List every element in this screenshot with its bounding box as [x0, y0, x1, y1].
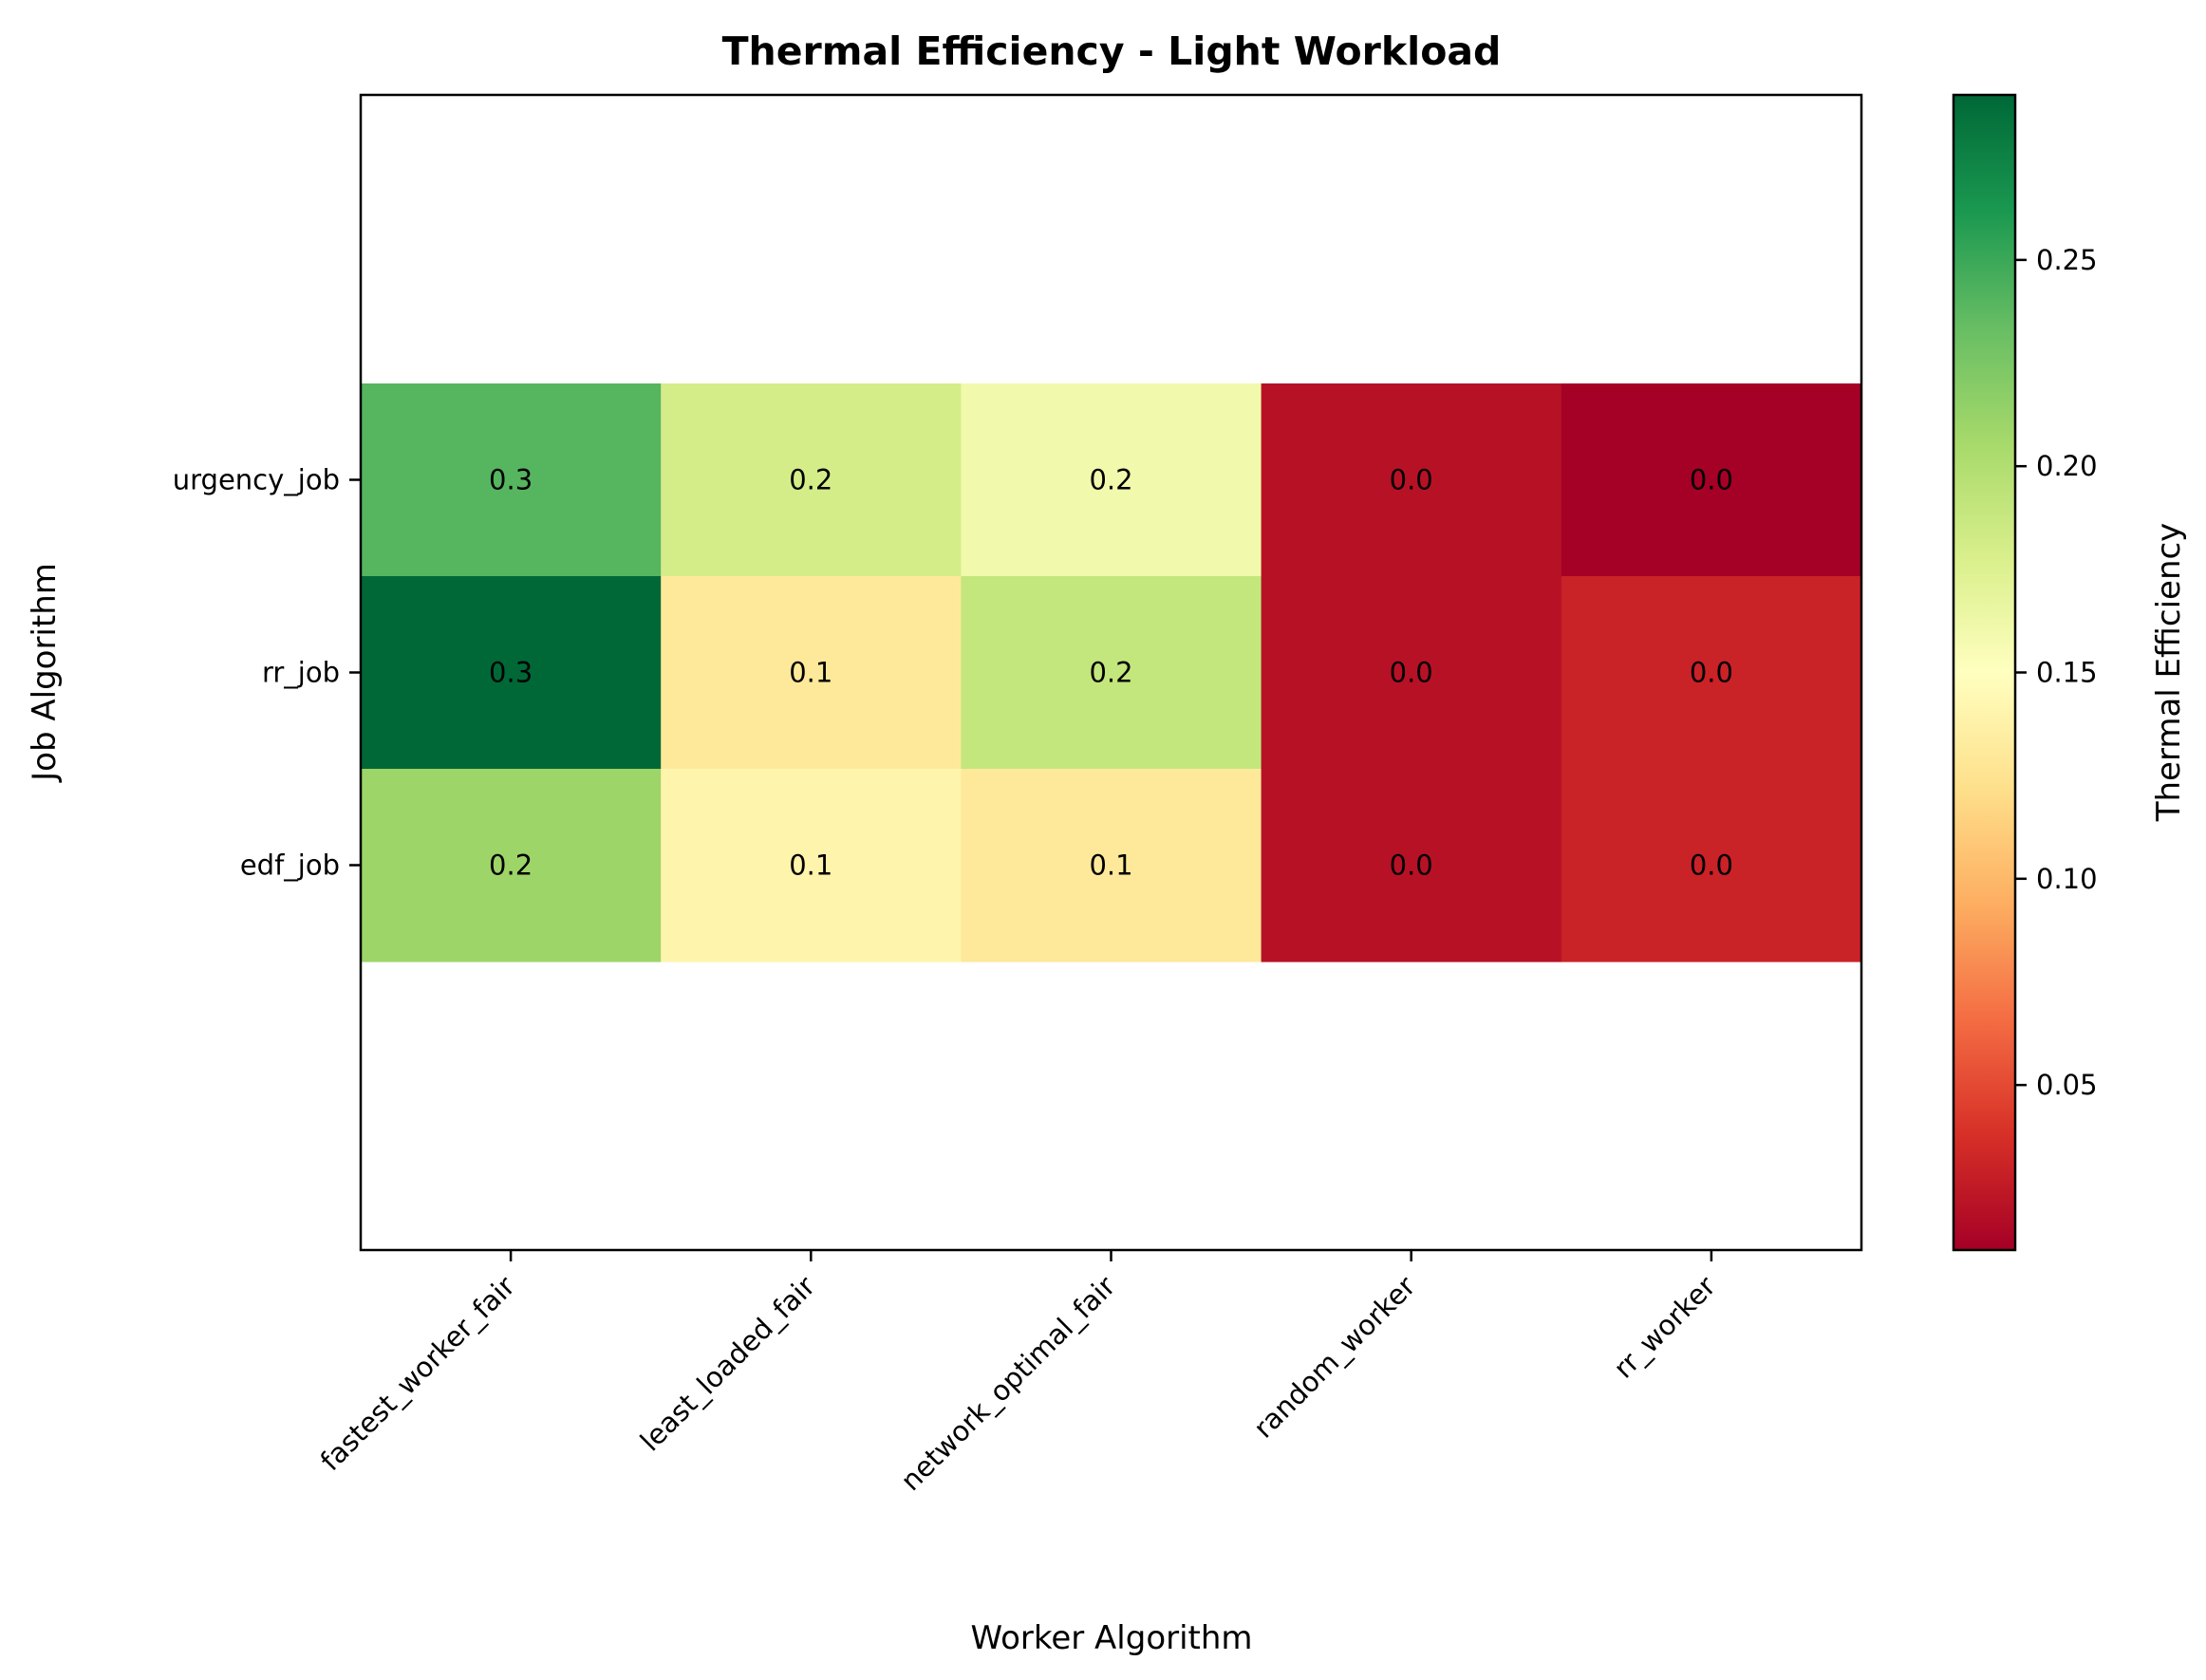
- cell-value-label: 0.0: [1390, 657, 1433, 689]
- chart-title: Thermal Efficiency - Light Workload: [722, 28, 1502, 74]
- cell-value-label: 0.2: [1089, 464, 1132, 496]
- heatmap-cell: [961, 383, 1262, 577]
- colorbar-tick-label: 0.15: [2036, 657, 2098, 689]
- cell-value-label: 0.2: [1089, 657, 1132, 689]
- cell-value-label: 0.3: [489, 464, 533, 496]
- heatmap-cell: [661, 383, 962, 577]
- y-tick-label: edf_job: [240, 849, 340, 882]
- colorbar-tick-label: 0.20: [2036, 450, 2098, 482]
- x-tick-label: rr_worker: [1607, 1270, 1722, 1385]
- cell-value-label: 0.1: [789, 657, 832, 689]
- heatmap-cell: [961, 769, 1262, 962]
- heatmap-cell: [1561, 576, 1862, 770]
- cell-value-label: 0.1: [1089, 849, 1132, 882]
- colorbar-label: Thermal Efficiency: [2150, 523, 2188, 823]
- x-tick-label: random_worker: [1247, 1270, 1422, 1445]
- heatmap-cells: [361, 383, 1862, 962]
- cell-value-label: 0.0: [1690, 849, 1733, 882]
- heatmap-cell: [1261, 769, 1562, 962]
- x-tick-label: network_optimal_fair: [894, 1270, 1121, 1497]
- y-tick-label: rr_job: [262, 657, 340, 689]
- y-axis-label: Job Algorithm: [26, 563, 64, 783]
- heatmap-cell: [361, 383, 662, 577]
- heatmap-cell: [661, 769, 962, 962]
- x-axis-label: Worker Algorithm: [970, 1619, 1252, 1657]
- colorbar-tick-label: 0.25: [2036, 244, 2098, 276]
- colorbar-tick-label: 0.05: [2036, 1069, 2098, 1101]
- cell-value-label: 0.0: [1690, 464, 1733, 496]
- colorbar-tick-label: 0.10: [2036, 863, 2098, 895]
- heatmap-cell: [1261, 383, 1562, 577]
- cell-value-label: 0.2: [789, 464, 832, 496]
- y-tick-label: urgency_job: [173, 464, 340, 496]
- colorbar-ticks: 0.05 0.10 0.15 0.20 0.25: [2015, 244, 2098, 1101]
- cell-value-label: 0.3: [489, 657, 533, 689]
- heatmap-cell: [1561, 383, 1862, 577]
- heatmap-cell: [961, 576, 1262, 770]
- colorbar: [1952, 93, 2017, 1252]
- heatmap-cell-labels: 0.3 0.2 0.2 0.0 0.0 0.3 0.1 0.2 0.0 0.0 0.2 0.1 0.1 0…: [489, 464, 1733, 882]
- heatmap-cell: [361, 769, 662, 962]
- heatmap-cell: [1561, 769, 1862, 962]
- heatmap-cell: [1261, 576, 1562, 770]
- x-tick-label: fastest_worker_fair: [314, 1270, 521, 1477]
- cell-value-label: 0.0: [1390, 849, 1433, 882]
- cell-value-label: 0.0: [1390, 464, 1433, 496]
- cell-value-label: 0.1: [789, 849, 832, 882]
- heatmap-cell: [361, 576, 662, 770]
- heatmap-cell: [661, 576, 962, 770]
- x-tick-label: least_loaded_fair: [634, 1270, 822, 1458]
- cell-value-label: 0.0: [1690, 657, 1733, 689]
- cell-value-label: 0.2: [489, 849, 533, 882]
- x-axis-ticks: fastest_worker_fair least_loaded_fair netw…: [314, 1250, 1722, 1497]
- y-axis-ticks: urgency_job rr_job edf_job: [173, 464, 361, 882]
